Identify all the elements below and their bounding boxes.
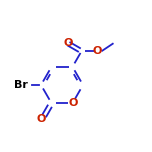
Text: O: O bbox=[64, 38, 73, 48]
Text: O: O bbox=[69, 98, 78, 108]
Text: O: O bbox=[93, 46, 102, 56]
Text: Br: Br bbox=[14, 80, 28, 90]
Text: O: O bbox=[37, 114, 46, 124]
